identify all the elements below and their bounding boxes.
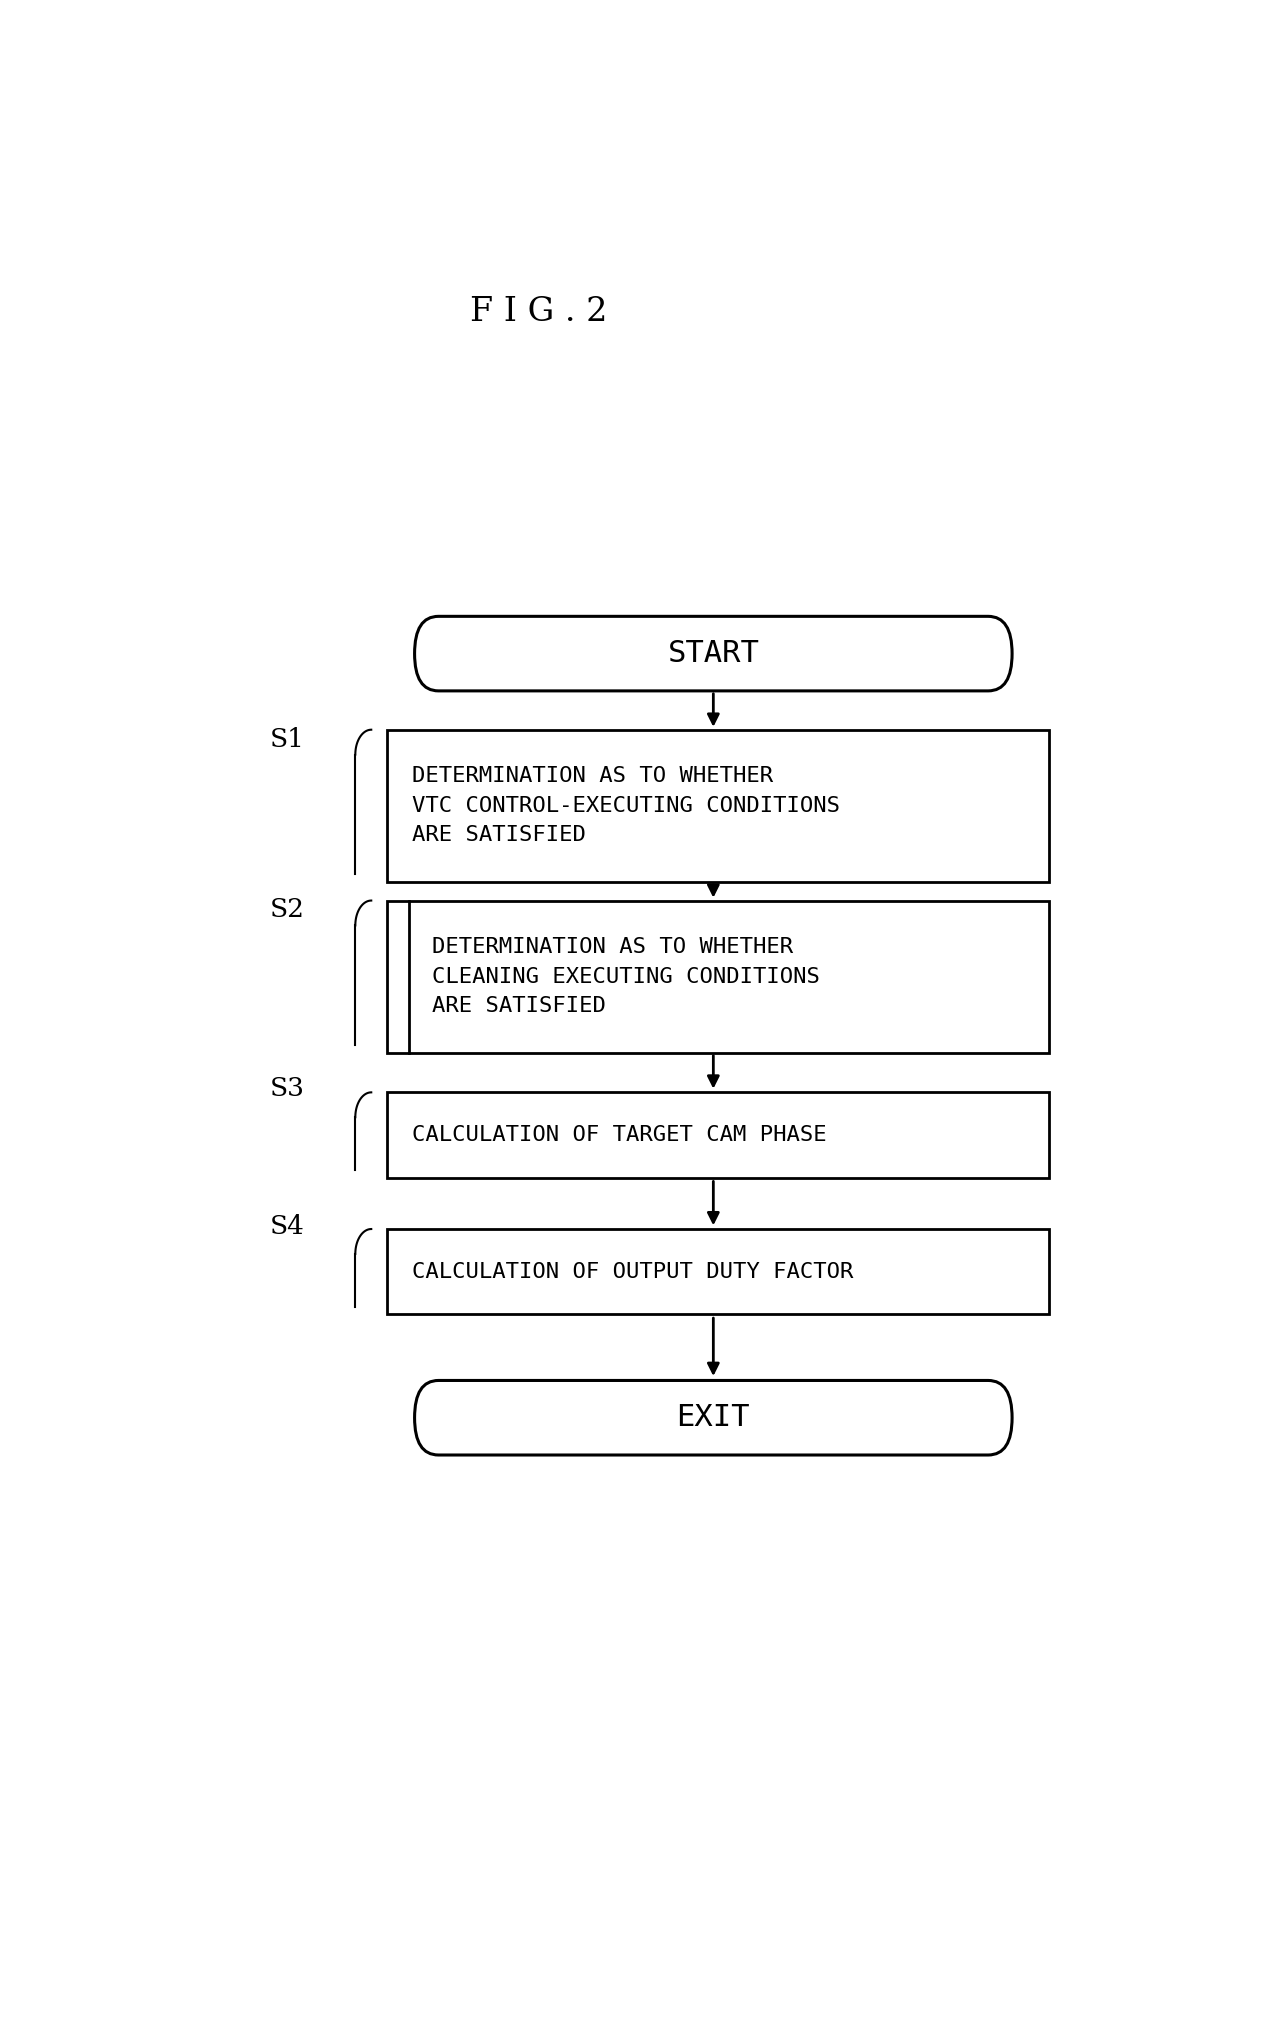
FancyBboxPatch shape xyxy=(387,1093,1050,1178)
FancyBboxPatch shape xyxy=(415,1380,1013,1454)
Text: S3: S3 xyxy=(270,1075,305,1101)
Text: S2: S2 xyxy=(270,898,305,922)
Text: START: START xyxy=(667,639,759,668)
Text: F I G . 2: F I G . 2 xyxy=(470,296,608,329)
FancyBboxPatch shape xyxy=(387,730,1050,881)
Text: EXIT: EXIT xyxy=(677,1404,750,1432)
Text: S1: S1 xyxy=(270,726,305,752)
Text: S4: S4 xyxy=(270,1214,305,1238)
Text: CALCULATION OF TARGET CAM PHASE: CALCULATION OF TARGET CAM PHASE xyxy=(412,1125,826,1146)
Text: DETERMINATION AS TO WHETHER
CLEANING EXECUTING CONDITIONS
ARE SATISFIED: DETERMINATION AS TO WHETHER CLEANING EXE… xyxy=(432,938,820,1017)
Text: DETERMINATION AS TO WHETHER
VTC CONTROL-EXECUTING CONDITIONS
ARE SATISFIED: DETERMINATION AS TO WHETHER VTC CONTROL-… xyxy=(412,766,840,845)
FancyBboxPatch shape xyxy=(387,1228,1050,1315)
FancyBboxPatch shape xyxy=(387,900,1050,1053)
Text: CALCULATION OF OUTPUT DUTY FACTOR: CALCULATION OF OUTPUT DUTY FACTOR xyxy=(412,1263,853,1281)
FancyBboxPatch shape xyxy=(415,617,1013,692)
